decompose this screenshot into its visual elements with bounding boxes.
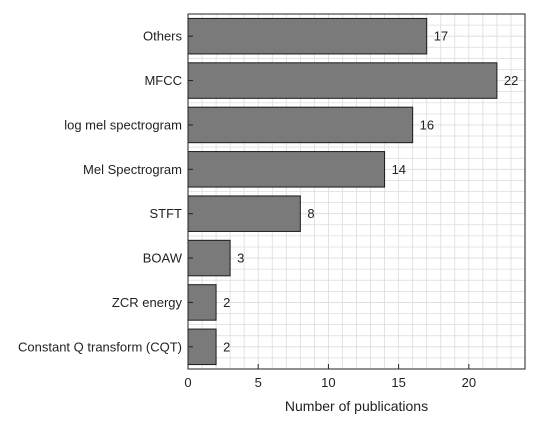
- data-label: 14: [392, 162, 406, 177]
- data-label: 2: [223, 295, 230, 310]
- category-label: STFT: [150, 206, 183, 221]
- bar: [187, 151, 386, 188]
- x-tick-label: 15: [391, 375, 405, 390]
- x-tick-label: 20: [462, 375, 476, 390]
- data-label: 2: [223, 339, 230, 354]
- data-label: 3: [237, 251, 244, 266]
- bar: [187, 239, 231, 277]
- x-axis-title: Number of publications: [285, 398, 428, 414]
- x-tick-label: 0: [184, 375, 191, 390]
- category-label: MFCC: [144, 73, 182, 88]
- data-label: 16: [420, 117, 434, 132]
- category-label: BOAW: [143, 251, 183, 266]
- category-label: log mel spectrogram: [64, 117, 182, 132]
- category-label: Constant Q transform (CQT): [18, 339, 182, 354]
- data-label: 17: [434, 29, 448, 44]
- x-tick-label: 5: [255, 375, 262, 390]
- plot-frame: [187, 13, 526, 370]
- category-label: Others: [143, 29, 183, 44]
- category-label: ZCR energy: [112, 295, 183, 310]
- data-label: 8: [307, 206, 314, 221]
- bar: [187, 106, 414, 144]
- bars-layer: [187, 17, 498, 366]
- category-label: Mel Spectrogram: [83, 162, 182, 177]
- bar: [187, 62, 498, 99]
- bar: [187, 17, 428, 55]
- data-label: 22: [504, 73, 518, 88]
- x-tick-label: 10: [321, 375, 335, 390]
- bar: [187, 195, 301, 232]
